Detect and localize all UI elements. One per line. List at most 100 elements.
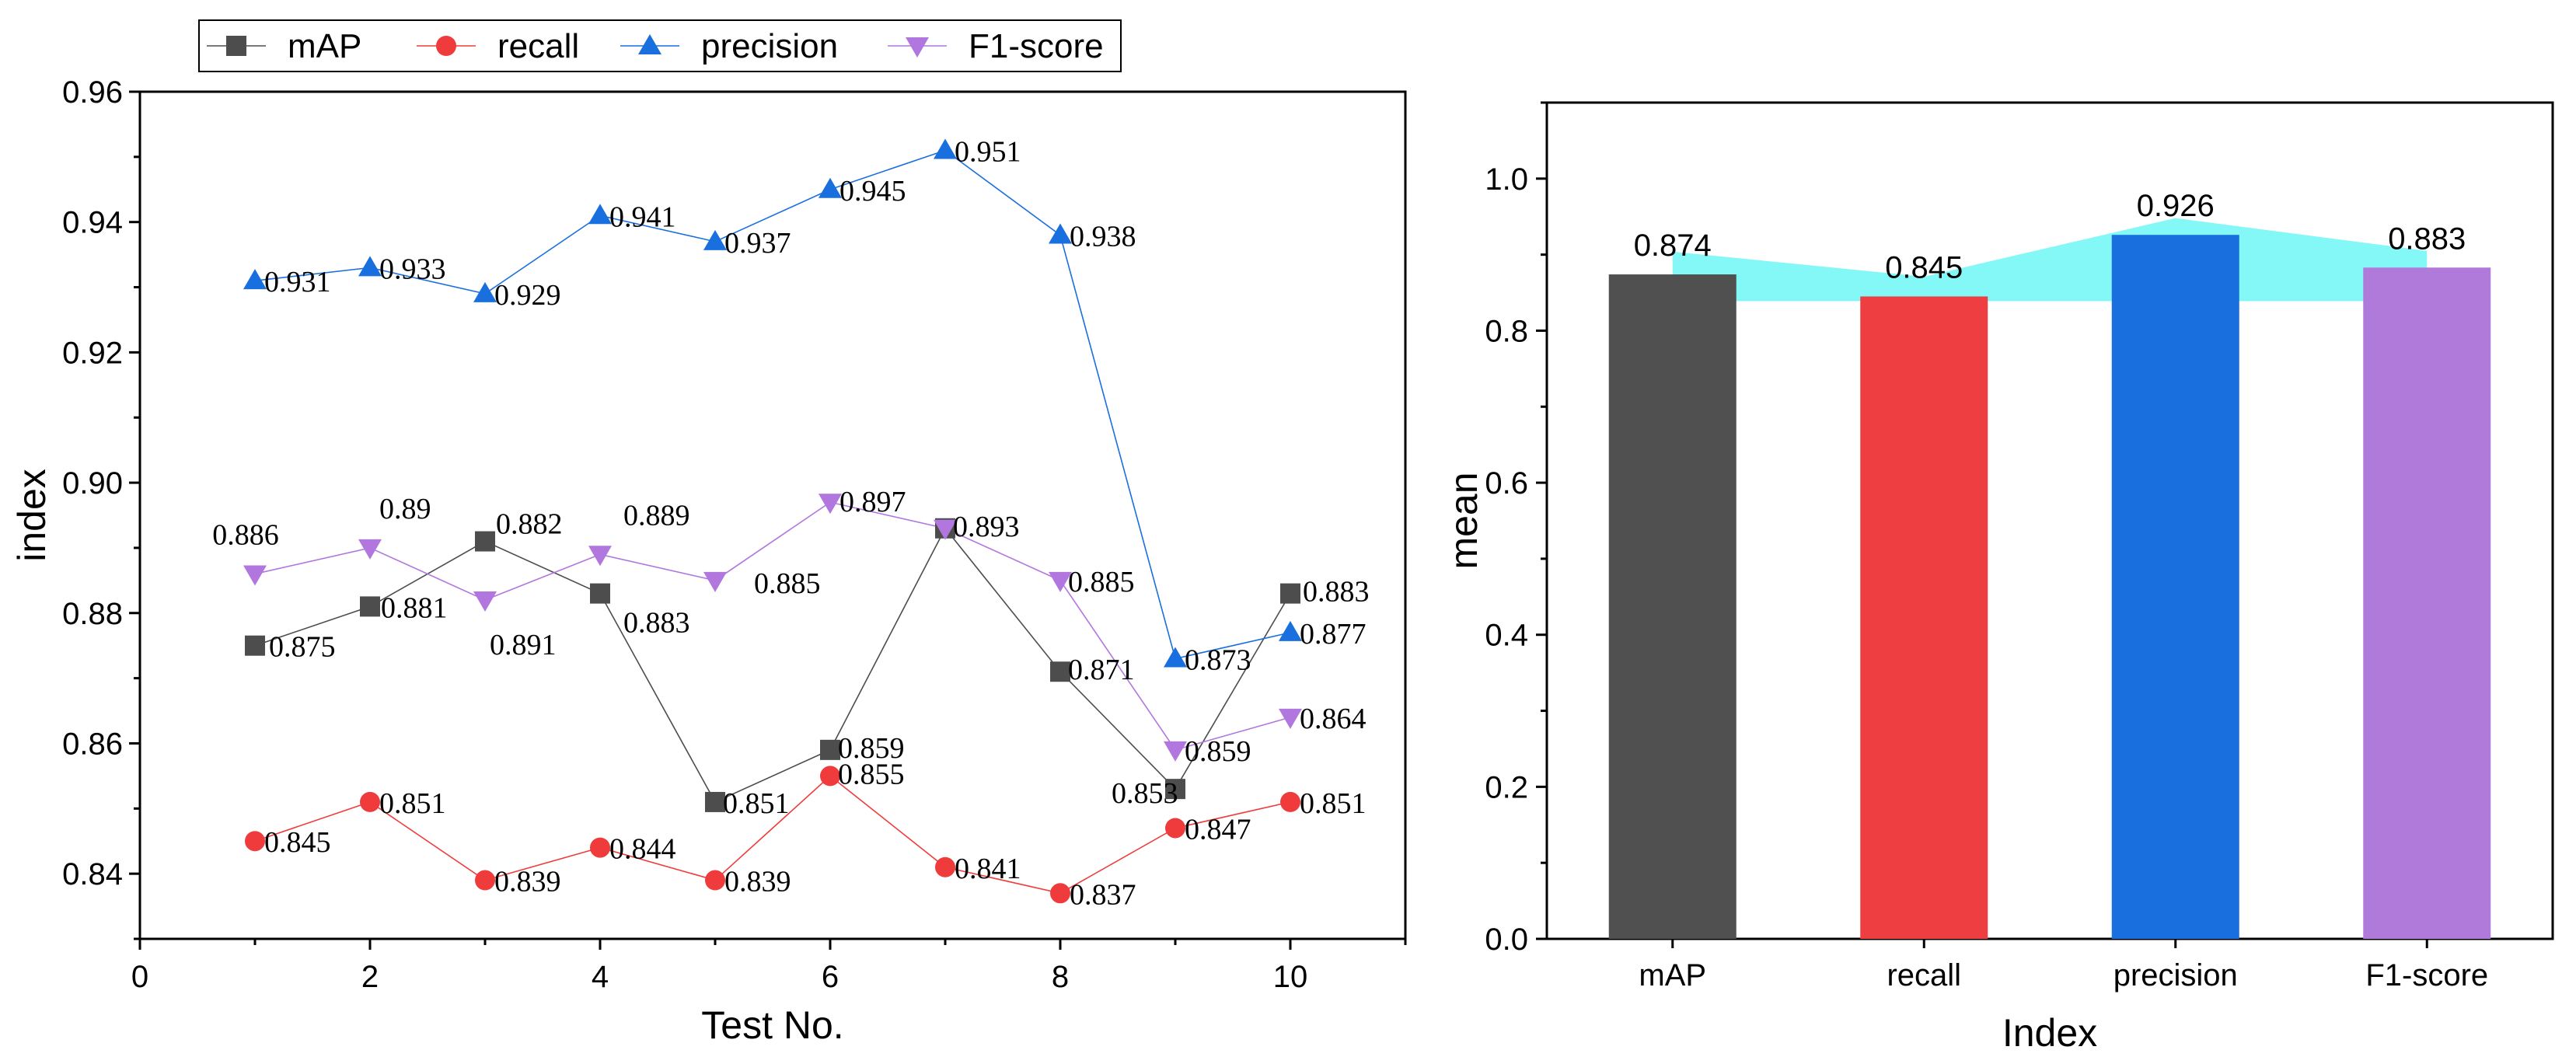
y-tick-label: 0.96 xyxy=(62,75,123,110)
f1-score-data-label: 0.891 xyxy=(490,629,557,661)
y-tick-label: 0.2 xyxy=(1485,770,1528,804)
recall-point xyxy=(245,831,265,852)
bar-f1-score xyxy=(2363,267,2491,939)
legend: mAP recall precision F1-score xyxy=(198,19,1122,72)
bar-chart: 0.874 0.845 0.926 0.883 0.0 0.2 0.4 0.6 0.8 1.0 m… xyxy=(1442,101,2554,1055)
precision-data-label: 0.877 xyxy=(1300,618,1367,651)
map-point xyxy=(1050,661,1070,682)
legend-marker xyxy=(906,37,929,58)
map-data-label: 0.881 xyxy=(381,591,448,624)
f1-score-point xyxy=(358,539,382,560)
bar-recall xyxy=(1860,296,1988,939)
map-data-label: 0.871 xyxy=(1068,654,1135,686)
legend-label: mAP xyxy=(288,27,361,65)
y-tick-label: 0.8 xyxy=(1485,314,1528,348)
f1-score-point xyxy=(1164,741,1187,762)
legend-label: precision xyxy=(701,27,838,65)
precision-point xyxy=(473,281,497,302)
recall-point xyxy=(475,870,495,891)
recall-line xyxy=(254,775,1291,895)
legend-label: F1-score xyxy=(969,27,1104,65)
y-tick-label: 0.86 xyxy=(62,727,123,761)
map-data-label: 0.883 xyxy=(1303,576,1370,609)
recall-data-label: 0.839 xyxy=(494,866,561,898)
recall-data-label: 0.841 xyxy=(955,853,1021,885)
legend-marker xyxy=(436,36,456,56)
recall-data-label: 0.855 xyxy=(838,758,905,790)
map-point xyxy=(475,531,495,552)
map-data-label: 0.859 xyxy=(838,732,905,765)
recall-point xyxy=(935,856,955,877)
x-tick-label: 8 xyxy=(1052,960,1069,994)
bar-value-label: 0.874 xyxy=(1634,228,1712,263)
f1-score-data-label: 0.885 xyxy=(754,567,821,600)
legend-marker xyxy=(226,36,246,56)
recall-point xyxy=(1050,883,1070,904)
legend-marker xyxy=(638,34,661,54)
x-tick-label: precision xyxy=(2114,958,2238,992)
map-point xyxy=(820,739,840,760)
recall-point xyxy=(360,791,380,812)
y-tick-label: 0.88 xyxy=(62,597,123,631)
precision-data-label: 0.931 xyxy=(264,266,331,298)
f1-score-point xyxy=(819,494,842,515)
map-data-label: 0.875 xyxy=(269,631,336,664)
f1-score-data-label: 0.859 xyxy=(1185,735,1251,768)
precision-data-label: 0.941 xyxy=(609,201,676,233)
bar-chart-x-axis-label: Index xyxy=(2002,1011,2097,1055)
map-data-label: 0.853 xyxy=(1112,777,1178,810)
x-tick-label: 2 xyxy=(361,960,379,994)
x-tick-label: 10 xyxy=(1273,960,1308,994)
bar-value-label: 0.883 xyxy=(2388,222,2466,256)
f1-score-line xyxy=(254,501,1291,751)
precision-data-label: 0.873 xyxy=(1185,644,1251,676)
map-point xyxy=(705,791,725,812)
y-tick-label: 0.90 xyxy=(62,466,123,501)
f1-score-point xyxy=(703,571,727,592)
f1-score-data-label: 0.897 xyxy=(839,486,906,518)
precision-point xyxy=(1049,223,1072,244)
f1-score-point xyxy=(1049,571,1072,592)
precision-data-label: 0.951 xyxy=(955,135,1021,168)
f1-score-data-label: 0.889 xyxy=(623,499,690,532)
precision-data-label: 0.937 xyxy=(724,227,791,260)
y-tick-label: 0.94 xyxy=(62,206,123,240)
y-tick-label: 0.4 xyxy=(1485,619,1528,653)
f1-score-point xyxy=(934,519,957,540)
map-point xyxy=(1165,779,1185,800)
x-tick-label: F1-score xyxy=(2365,958,2488,992)
x-tick-label: recall xyxy=(1887,958,1961,992)
precision-data-label: 0.945 xyxy=(839,175,906,208)
x-tick-label: 4 xyxy=(592,960,609,994)
precision-data-label: 0.938 xyxy=(1070,220,1136,253)
precision-point xyxy=(1164,647,1187,668)
map-data-label: 0.851 xyxy=(723,787,790,820)
bar-chart-y-axis-label: mean xyxy=(1442,472,1485,569)
map-data-label: 0.893 xyxy=(953,511,1020,543)
recall-data-label: 0.845 xyxy=(264,826,331,859)
y-tick-label: 0.84 xyxy=(62,857,123,891)
f1-score-data-label: 0.89 xyxy=(379,493,431,525)
precision-point xyxy=(588,204,612,225)
bar-precision xyxy=(2111,235,2239,940)
recall-data-label: 0.837 xyxy=(1070,878,1136,911)
line-chart-frame xyxy=(138,90,1407,940)
map-data-label: 0.883 xyxy=(623,607,690,640)
trend-band xyxy=(1672,218,2428,301)
recall-data-label: 0.844 xyxy=(609,833,676,866)
precision-point xyxy=(358,256,382,277)
f1-score-point xyxy=(588,546,612,567)
map-data-label: 0.882 xyxy=(496,508,563,541)
f1-score-data-label: 0.885 xyxy=(1068,566,1135,598)
recall-point xyxy=(820,766,840,787)
map-point xyxy=(590,583,610,604)
precision-point xyxy=(1279,620,1302,641)
bar-value-label: 0.926 xyxy=(2137,189,2215,223)
recall-data-label: 0.839 xyxy=(724,866,791,898)
bar-value-label: 0.845 xyxy=(1885,250,1963,284)
map-point xyxy=(245,635,265,656)
line-chart: 0 2 4 6 8 10 0.84 0.86 0.88 0.90 0.92 0.94 0.96 0.87… xyxy=(10,19,1407,1047)
bar-chart-frame xyxy=(1545,101,2554,940)
recall-data-label: 0.851 xyxy=(1300,787,1367,820)
precision-point xyxy=(243,269,267,290)
